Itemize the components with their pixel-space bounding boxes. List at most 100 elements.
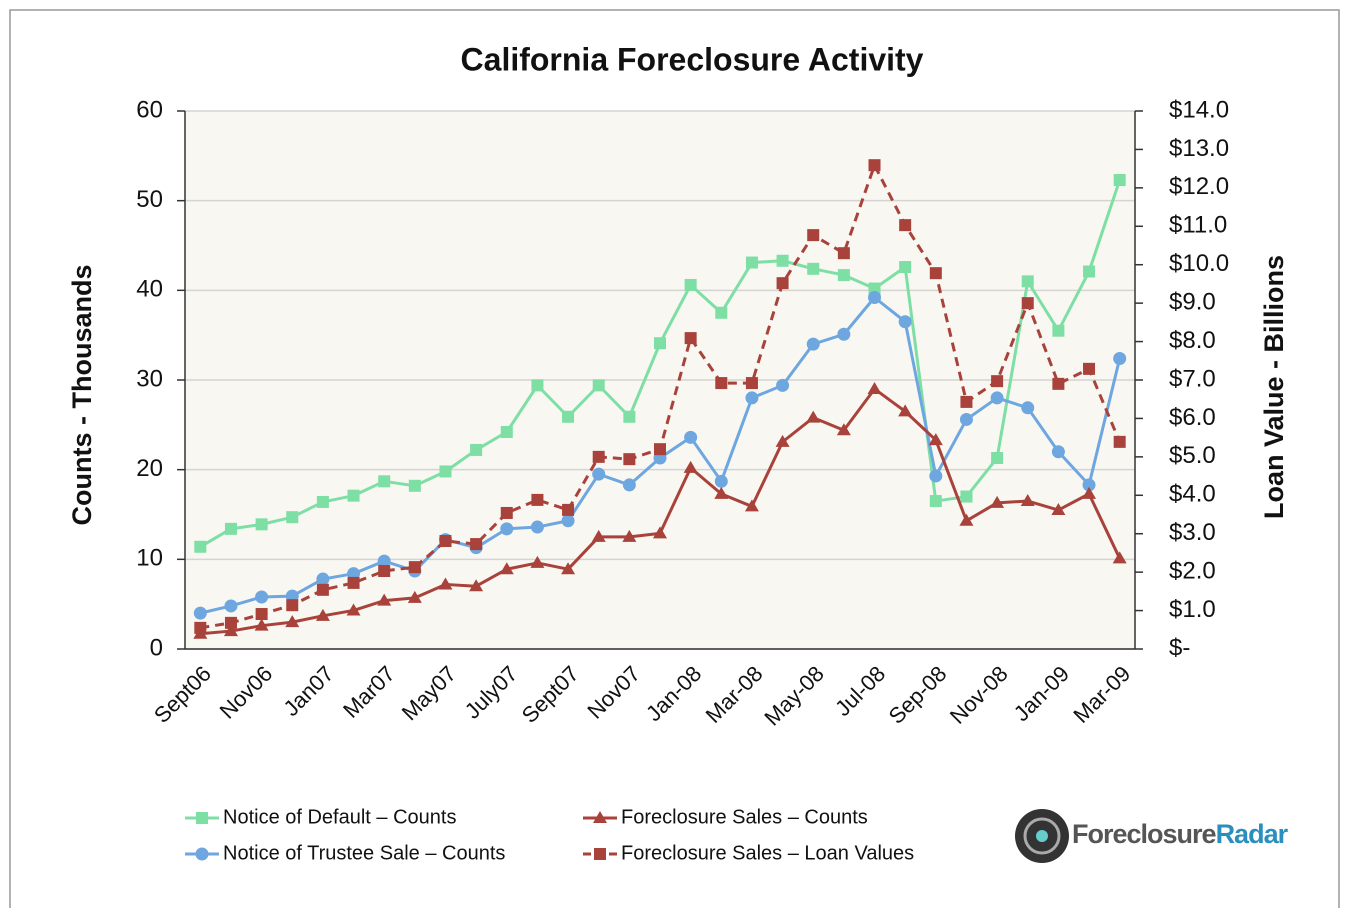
marker bbox=[316, 583, 329, 596]
marker bbox=[990, 391, 1004, 405]
marker bbox=[654, 337, 666, 350]
marker bbox=[194, 621, 207, 634]
marker bbox=[286, 599, 299, 612]
marker bbox=[531, 493, 544, 506]
marker bbox=[806, 410, 821, 423]
marker bbox=[377, 554, 391, 568]
chart-title: California Foreclosure Activity bbox=[461, 41, 924, 77]
marker bbox=[196, 812, 208, 824]
y2-tick-label: $2.0 bbox=[1169, 557, 1216, 584]
y2-tick-label: $9.0 bbox=[1169, 288, 1216, 315]
marker bbox=[807, 262, 820, 275]
marker bbox=[255, 608, 268, 621]
marker bbox=[193, 606, 207, 620]
marker bbox=[1051, 503, 1066, 516]
y2-tick-label: $12.0 bbox=[1169, 173, 1229, 200]
marker bbox=[561, 562, 576, 575]
marker bbox=[1021, 401, 1035, 415]
y2-tick-label: $13.0 bbox=[1169, 135, 1229, 162]
marker bbox=[499, 562, 514, 575]
series bbox=[193, 291, 1127, 620]
marker bbox=[1083, 265, 1096, 278]
y-tick-label: 40 bbox=[136, 276, 163, 303]
y2-tick-label: $1.0 bbox=[1169, 596, 1216, 623]
marker bbox=[1052, 377, 1065, 390]
marker bbox=[653, 526, 667, 539]
y2-tick-label: $11.0 bbox=[1169, 212, 1227, 239]
marker bbox=[745, 391, 759, 405]
marker bbox=[408, 479, 421, 492]
marker bbox=[1083, 362, 1096, 375]
y-tick-label: 30 bbox=[136, 365, 163, 392]
marker bbox=[254, 618, 269, 631]
y2-tick-label: $10.0 bbox=[1169, 250, 1229, 277]
marker bbox=[347, 489, 360, 502]
marker bbox=[316, 495, 329, 508]
marker bbox=[195, 847, 209, 861]
y-tick-label: 50 bbox=[136, 186, 163, 213]
marker bbox=[745, 256, 758, 269]
marker bbox=[1112, 551, 1127, 564]
marker bbox=[899, 261, 912, 274]
marker bbox=[562, 410, 575, 423]
marker bbox=[684, 278, 697, 291]
series bbox=[194, 174, 1126, 553]
marker bbox=[929, 267, 942, 280]
marker bbox=[378, 564, 391, 577]
marker bbox=[929, 495, 942, 508]
marker bbox=[531, 379, 544, 392]
marker bbox=[315, 608, 330, 621]
marker bbox=[744, 499, 759, 512]
marker bbox=[500, 506, 513, 519]
marker bbox=[928, 433, 943, 446]
marker bbox=[684, 430, 698, 444]
marker bbox=[594, 848, 606, 860]
y2-tick-label: $- bbox=[1169, 634, 1190, 661]
legend-label: Notice of Default – Counts bbox=[223, 806, 456, 828]
marker bbox=[960, 490, 973, 503]
marker bbox=[837, 247, 850, 260]
y-tick-label: 10 bbox=[136, 545, 163, 572]
logo-icon-ring bbox=[1023, 817, 1061, 855]
marker bbox=[407, 590, 422, 603]
marker bbox=[377, 593, 392, 606]
marker bbox=[408, 561, 421, 574]
marker bbox=[593, 811, 607, 823]
marker bbox=[714, 474, 728, 488]
marker bbox=[929, 469, 943, 483]
marker bbox=[745, 377, 758, 390]
logo-text-1: Foreclosure bbox=[1072, 819, 1217, 849]
y2-tick-label: $6.0 bbox=[1169, 404, 1216, 431]
marker bbox=[591, 529, 606, 542]
marker bbox=[500, 522, 514, 536]
marker bbox=[224, 616, 237, 629]
marker bbox=[776, 277, 789, 290]
marker bbox=[469, 579, 484, 592]
series bbox=[194, 159, 1126, 634]
marker bbox=[775, 434, 790, 447]
marker bbox=[622, 478, 636, 492]
y2-tick-label: $4.0 bbox=[1169, 481, 1216, 508]
series bbox=[193, 381, 1127, 639]
marker bbox=[715, 377, 728, 390]
marker bbox=[255, 590, 269, 604]
marker bbox=[868, 159, 881, 172]
marker bbox=[622, 529, 637, 542]
marker bbox=[1082, 486, 1097, 499]
marker bbox=[776, 378, 790, 392]
marker bbox=[223, 624, 238, 637]
logo-text-2: Radar bbox=[1216, 819, 1289, 849]
marker bbox=[530, 555, 545, 568]
marker bbox=[346, 603, 361, 616]
marker bbox=[715, 306, 728, 319]
marker bbox=[438, 577, 453, 590]
marker bbox=[530, 520, 544, 534]
marker bbox=[470, 538, 483, 551]
y-tick-label: 60 bbox=[136, 96, 163, 123]
y2-tick-label: $7.0 bbox=[1169, 365, 1216, 392]
marker bbox=[347, 576, 360, 589]
legend-label: Notice of Trustee Sale – Counts bbox=[223, 842, 505, 864]
marker bbox=[378, 475, 391, 488]
marker bbox=[592, 467, 606, 481]
